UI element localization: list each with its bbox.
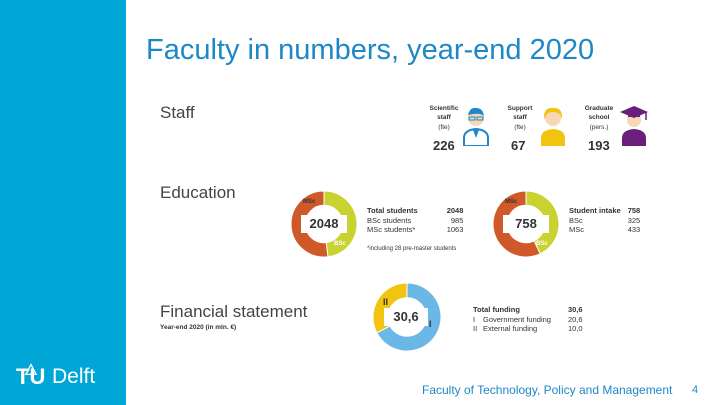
intake-seg-top-label: MSc: [505, 199, 518, 205]
sidebar-band: [0, 0, 126, 405]
label-line1: Graduate: [584, 105, 614, 112]
intake-msc-slice: [492, 190, 541, 258]
table-row: BSc 325: [568, 216, 641, 226]
row-value: 433: [627, 225, 641, 234]
table-row: I Government funding 20,6: [472, 315, 584, 325]
table-row: BSc students 985: [366, 216, 464, 226]
row-value: 985: [450, 215, 464, 225]
row-value: 10,0: [567, 324, 583, 333]
students-footnote: *including 28 pre-master students: [367, 246, 457, 252]
label-line2: staff: [437, 114, 451, 121]
row-label: MSc: [569, 225, 584, 234]
students-msc-slice: [290, 190, 329, 258]
page-number: 4: [692, 384, 699, 396]
label-line1: Scientific: [429, 105, 459, 112]
students-total: 2048: [301, 215, 347, 233]
row-roman: II: [473, 324, 478, 333]
intake-bsc-slice: [525, 190, 560, 255]
row-label: BSc: [569, 215, 583, 225]
row-label: Student intake: [569, 206, 621, 215]
row-label: BSc students: [367, 215, 412, 225]
row-label: Total students: [367, 206, 418, 215]
intake-total: 758: [503, 215, 549, 233]
row-label: MSc students*: [367, 225, 416, 234]
unit: (fte): [514, 124, 526, 131]
row-roman: I: [473, 314, 476, 324]
funding-table: Total funding 30,6 I Government funding 20,…: [472, 305, 584, 334]
intake-seg-bottom-label: BSc: [536, 241, 548, 247]
staff-value-support: 67: [511, 138, 526, 153]
row-value: 325: [627, 215, 641, 225]
funding-total: 30,6: [384, 308, 428, 326]
unit: (pers.): [589, 124, 609, 131]
row-label: External funding: [483, 324, 538, 333]
scientist-icon: [463, 107, 489, 146]
staff-heading: Staff: [160, 103, 195, 122]
logo-delft: Delft: [52, 365, 96, 388]
staff-col-scientific: Scientific staff (fte): [423, 104, 465, 131]
table-row: Total students 2048: [366, 206, 464, 216]
students-seg-top-label: MSc: [303, 199, 316, 205]
tudelft-logo: 🜂 TU Delft: [14, 352, 114, 392]
students-seg-bottom-label: BSc: [334, 241, 346, 247]
row-value: 758: [627, 206, 641, 215]
support-staff-icon: [541, 107, 565, 146]
page-title: Faculty in numbers, year-end 2020: [146, 34, 595, 66]
finance-subheading: Year-end 2020 (in mln. €): [160, 324, 237, 331]
staff-col-support: Support staff (fte): [499, 104, 541, 131]
table-row: MSc students* 1063: [366, 225, 464, 235]
row-value: 1063: [446, 225, 464, 234]
table-row: Student intake 758: [568, 206, 641, 216]
staff-value-scientific: 226: [433, 138, 455, 153]
table-row: II External funding 10,0: [472, 324, 584, 334]
education-heading: Education: [160, 183, 236, 202]
logo-tu: TU: [16, 364, 46, 389]
finance-heading: Financial statement: [160, 302, 308, 321]
row-value: 20,6: [567, 314, 583, 324]
row-value: 2048: [446, 206, 464, 215]
unit: (fte): [438, 124, 450, 131]
row-value: 30,6: [567, 305, 583, 314]
footer-text: Faculty of Technology, Policy and Manage…: [422, 383, 673, 397]
label-line2: staff: [513, 114, 527, 121]
table-row: MSc 433: [568, 225, 641, 235]
row-label: Government funding: [483, 314, 551, 324]
flame-icon: 🜂: [24, 362, 38, 379]
table-row: Total funding 30,6: [472, 305, 584, 315]
funding-seg2-label: II: [383, 297, 389, 307]
intake-table: Student intake 758 BSc 325 MSc 433: [568, 206, 641, 235]
label-line2: school: [588, 114, 610, 121]
funding-seg1-label: I: [429, 319, 432, 329]
students-bsc-slice: [323, 190, 358, 258]
graduate-icon: [620, 106, 648, 146]
label-line1: Support: [507, 105, 533, 112]
intake-donut-chart: [492, 190, 560, 258]
staff-col-graduate: Graduate school (pers.): [578, 104, 620, 131]
staff-value-graduate: 193: [588, 138, 610, 153]
row-label: Total funding: [473, 305, 520, 314]
students-donut-chart: [290, 190, 358, 258]
students-table: Total students 2048 BSc students 985 MSc s…: [366, 206, 464, 235]
